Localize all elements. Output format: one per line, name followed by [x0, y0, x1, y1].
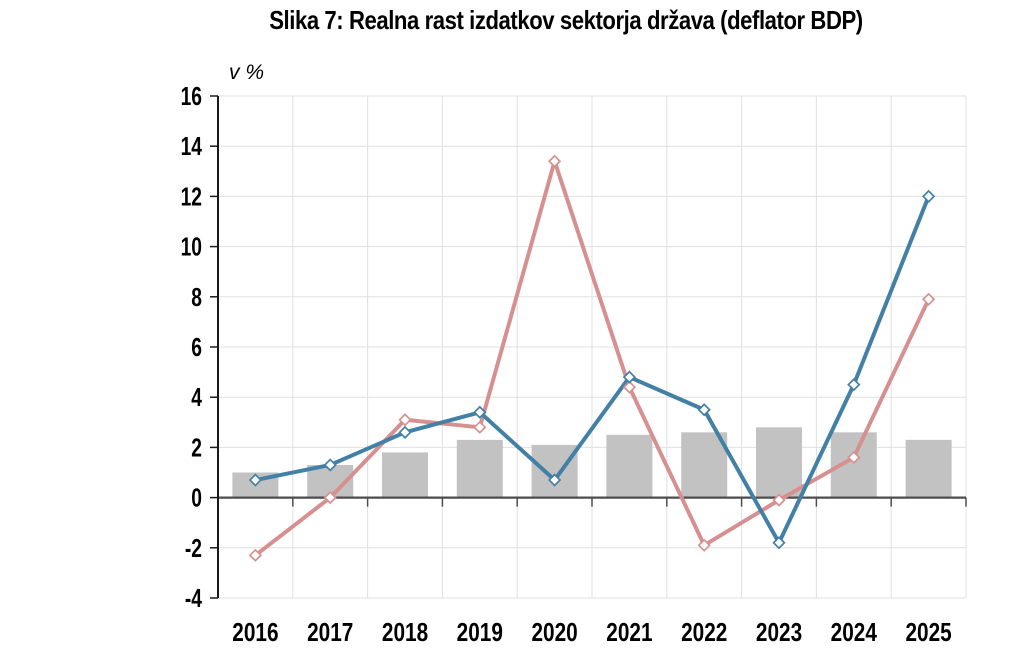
- x-tick-label: 2020: [531, 618, 577, 647]
- line-pink-marker: [248, 548, 263, 562]
- x-tick-label: 2018: [382, 618, 428, 647]
- y-tick-label: -4: [185, 583, 202, 613]
- y-tick-label: 16: [181, 81, 202, 111]
- bar-2019: [456, 439, 503, 498]
- y-tick-label: 8: [191, 282, 202, 312]
- line-pink-marker: [697, 538, 711, 552]
- y-tick-label: 14: [181, 131, 203, 161]
- y-tick-label: 4: [191, 382, 202, 412]
- bar-2022: [681, 432, 728, 498]
- line-blue-marker: [473, 405, 487, 419]
- y-tick-label: 2: [191, 433, 202, 463]
- line-pink-marker: [473, 420, 487, 434]
- chart-title: Slika 7: Realna rast izdatkov sektorja d…: [269, 5, 863, 35]
- line-blue-marker: [248, 473, 263, 487]
- line-pink-marker: [921, 292, 936, 306]
- line-blue-marker: [921, 189, 936, 204]
- bar-2023: [756, 427, 802, 498]
- x-tick-label: 2023: [756, 618, 802, 647]
- line-pink-marker: [323, 490, 337, 505]
- y-tick-label: -2: [185, 533, 202, 563]
- line-pink-marker: [622, 380, 637, 394]
- x-tick-label: 2024: [831, 618, 877, 647]
- line-blue: [253, 194, 931, 545]
- x-tick-label: 2021: [606, 618, 652, 647]
- line-pink: [253, 159, 931, 558]
- bar-2020: [531, 444, 578, 498]
- x-tick-label: 2022: [681, 618, 727, 647]
- y-tick-label: 0: [191, 483, 202, 513]
- line-blue-marker: [547, 473, 562, 487]
- x-tick-label: 2016: [232, 618, 278, 647]
- bar-2021: [606, 434, 653, 498]
- line-blue-marker: [697, 403, 711, 417]
- line-pink-marker: [398, 413, 412, 427]
- y-tick-label: 6: [191, 332, 202, 362]
- line-blue-marker: [772, 536, 786, 550]
- line-blue-marker: [622, 370, 637, 384]
- x-tick-label: 2025: [905, 618, 951, 647]
- line-blue-marker: [323, 458, 337, 472]
- y-axis-unit-label: v %: [229, 61, 265, 84]
- y-tick-label: 10: [181, 232, 202, 262]
- line-pink-marker: [772, 493, 786, 507]
- x-tick-label: 2017: [307, 618, 353, 647]
- x-tick-label: 2019: [457, 618, 503, 647]
- y-tick-label: 12: [181, 182, 202, 212]
- bar-2025: [905, 439, 952, 498]
- line-blue-marker: [847, 378, 861, 392]
- line-pink-marker: [547, 154, 562, 168]
- bar-2018: [382, 452, 428, 498]
- line-pink-marker: [847, 450, 861, 465]
- line-blue-marker: [398, 425, 412, 439]
